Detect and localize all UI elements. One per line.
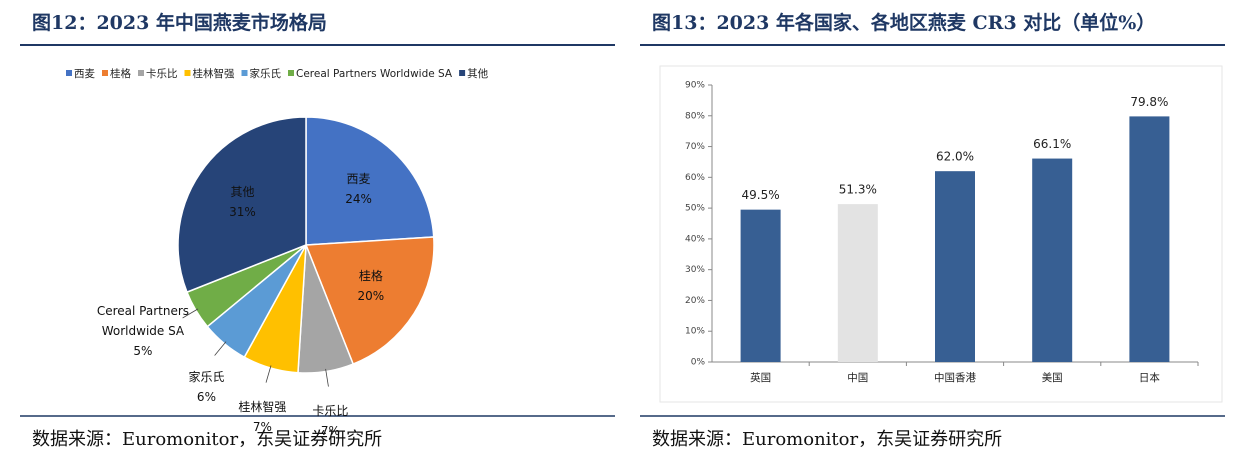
x-tick-label: 日本 [1139,371,1161,384]
chart-title: 图13：2023 年各国家、各地区燕麦 CR3 对比（单位%） [652,11,1155,34]
plot-frame [659,65,1223,403]
slice-label: 卡乐比 7% [312,401,348,441]
source-note: 数据来源：Euromonitor，东吴证券研究所 [32,429,382,450]
legend-label: 西麦 [74,68,95,80]
label-part: 桂格 [358,269,383,284]
y-tick-label: 80% [685,111,705,121]
legend-swatch [66,70,72,76]
chart-title: 图12：2023 年中国燕麦市场格局 [32,11,327,34]
label-part: 西麦 [346,172,371,186]
label-part: 7% [320,424,340,439]
value-label: 66.1% [1033,137,1071,151]
slice-label: 桂林智强 7% [238,397,286,437]
label-part: 卡乐比 [312,404,349,419]
y-tick-label: 30% [685,265,705,275]
legend-swatch [138,70,144,76]
legend-swatch [459,70,466,76]
label-part: 家乐氏 [188,370,225,385]
leader-line [265,365,272,383]
legend-swatch [184,70,191,76]
label-part: 其他 [230,184,255,199]
y-tick-label: 50% [685,204,705,214]
pie-slice [305,116,435,246]
slice-label: 其他 31% [229,182,256,222]
source-note: 数据来源：Euromonitor，东吴证券研究所 [652,429,1002,450]
slice-label: 家乐氏 6% [188,367,224,407]
value-label: 79.8% [1130,95,1168,109]
x-tick-label: 美国 [1042,371,1063,384]
y-tick-label: 60% [685,173,705,183]
label-part: 20% [357,289,385,304]
label-part: 24% [345,192,372,206]
legend-label: 桂格 [110,67,131,80]
slice-label: 桂格 20% [358,266,385,306]
legend-label: 卡乐比 [146,67,178,80]
leader-line [325,368,329,387]
slice-label: Cereal Partners Worldwide SA 5% [88,301,198,361]
value-label: 49.5% [742,188,780,202]
label-part: 7% [252,419,272,434]
value-label: 62.0% [936,150,974,164]
x-tick-label: 中国 [847,371,868,384]
y-tick-label: 70% [685,142,705,152]
legend-label: 其他 [467,67,488,80]
label-part: 6% [196,390,216,405]
y-tick-label: 40% [685,234,705,244]
label-part: 31% [229,204,256,219]
legend-swatch [288,70,294,76]
leader-line [214,341,227,356]
legend-label: 家乐氏 [250,67,282,80]
value-label: 51.3% [839,183,877,197]
bar [1129,116,1170,362]
pie-slice [177,116,307,294]
legend-label: 桂林智强 [193,67,235,80]
label-part: 5% [133,344,153,359]
bar [740,209,781,362]
bar [837,204,878,362]
y-tick-label: 0% [691,358,706,368]
legend-swatch [241,70,248,76]
x-tick-label: 英国 [750,371,771,384]
leader-line [182,308,199,319]
legend-swatch [102,70,108,76]
bar [935,171,975,362]
label-part: Cereal Partners Worldwide SA [96,304,190,339]
legend-label: Cereal Partners Worldwide SA [296,68,453,80]
slice-label: 西麦 24% [345,169,372,209]
x-tick-label: 中国香港 [934,371,976,384]
y-tick-label: 90% [685,81,705,91]
y-tick-label: 20% [685,296,705,306]
bar [1032,158,1073,362]
label-part: 桂林智强 [238,399,287,414]
pie-slice [304,236,435,365]
y-tick-label: 10% [685,327,705,337]
